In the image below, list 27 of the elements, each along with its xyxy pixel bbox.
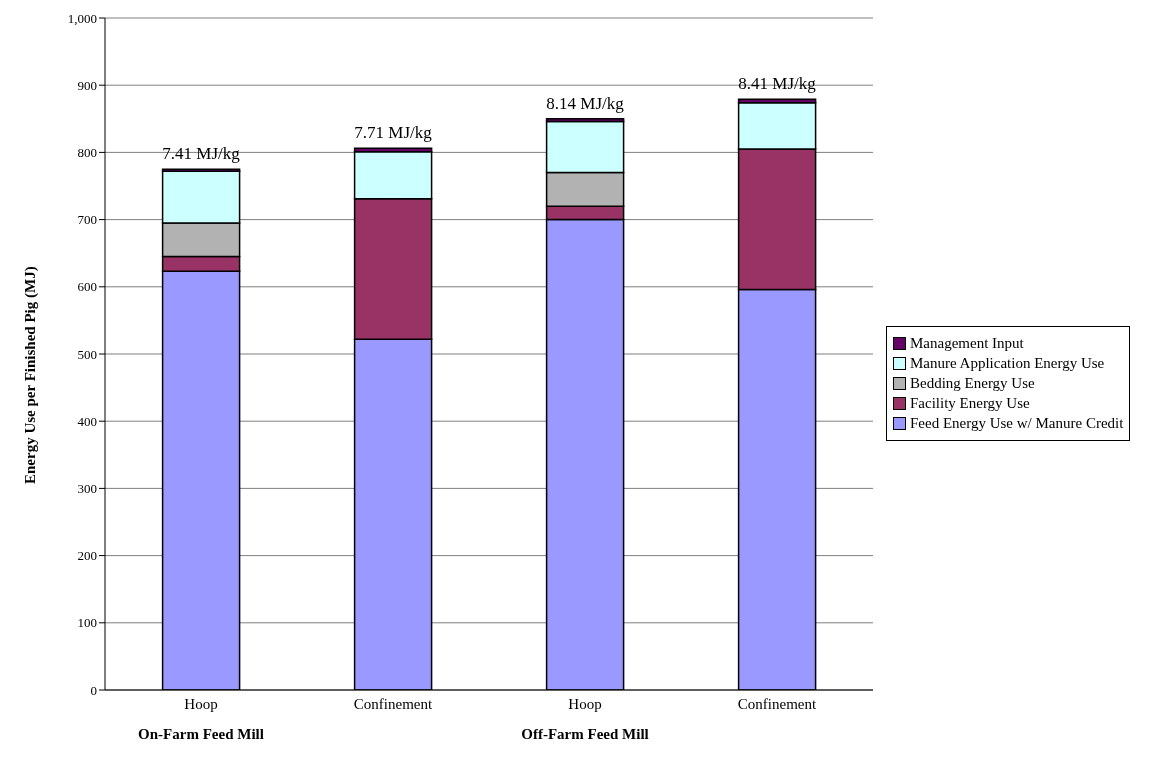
y-tick-label: 700	[77, 212, 97, 228]
annotation: 7.71 MJ/kg	[354, 123, 433, 143]
y-tick-label: 0	[90, 682, 97, 698]
x-tick-label: Confinement	[353, 695, 433, 712]
legend-label: Bedding Energy Use	[909, 375, 1036, 392]
y-tick-label: 600	[77, 279, 97, 295]
legend-label: Feed Energy Use w/ Manure Credit	[909, 415, 1124, 432]
y-tick-label: 400	[77, 413, 97, 429]
y-axis-title: Energy Use per Finished Pig (MJ)	[22, 266, 40, 484]
legend-label: Management Input	[909, 335, 1025, 352]
y-tick-label: 500	[77, 346, 97, 362]
annotation: 8.14 MJ/kg	[546, 93, 625, 113]
x-tick-label: Hoop	[568, 695, 602, 712]
legend-label: Manure Application Energy Use	[909, 355, 1106, 372]
text: Off-Farm Feed Mill	[520, 726, 650, 743]
text: On-Farm Feed Mill	[137, 726, 265, 743]
y-tick-label: 1,000	[67, 10, 97, 26]
y-tick-label: 900	[77, 77, 97, 93]
annotation: 7.41 MJ/kg	[162, 144, 241, 164]
legend-label: Facility Energy Use	[909, 395, 1031, 412]
annotation: 8.41 MJ/kg	[738, 74, 817, 94]
y-tick-label: 200	[77, 548, 97, 564]
x-tick-label: Hoop	[184, 695, 218, 712]
y-tick-label: 800	[77, 145, 97, 161]
y-tick-label: 100	[77, 615, 97, 631]
x-tick-label: Confinement	[737, 695, 817, 712]
y-tick-label: 300	[77, 481, 97, 497]
